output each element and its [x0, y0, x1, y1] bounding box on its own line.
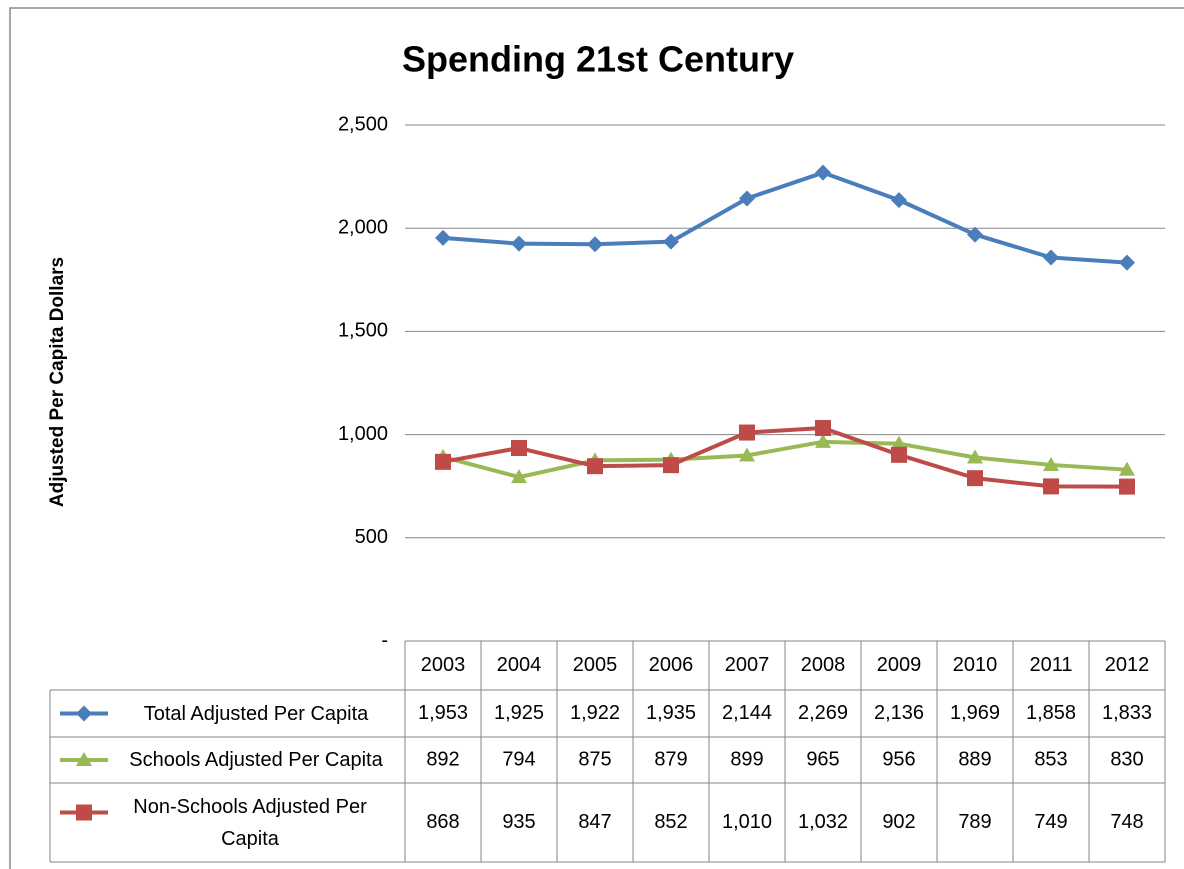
- series-line: [442, 439, 1128, 480]
- x-tick-label: 2003: [421, 654, 466, 676]
- data-label: 899: [730, 748, 763, 770]
- data-label: 875: [578, 748, 611, 770]
- data-label: 1,010: [722, 811, 772, 833]
- data-label: 1,969: [950, 702, 1000, 724]
- data-point: [587, 236, 603, 253]
- data-point: [891, 435, 907, 450]
- data-point: [587, 458, 603, 475]
- x-tick-label: 2008: [801, 654, 846, 676]
- data-label: 1,925: [494, 702, 544, 724]
- data-point: [511, 469, 527, 484]
- x-tick-label: 2009: [877, 654, 922, 676]
- chart-border: [9, 7, 1184, 869]
- y-tick-label: 2,000: [338, 216, 388, 238]
- data-label: 889: [958, 748, 991, 770]
- data-point: [663, 457, 679, 474]
- data-point: [967, 470, 983, 487]
- y-axis-label: Adjusted Per Capita Dollars: [47, 257, 68, 507]
- x-tick-label: 2006: [649, 654, 694, 676]
- y-tick-label: 500: [355, 526, 388, 548]
- data-point: [815, 164, 831, 181]
- chart-title: Spending 21st Century: [402, 39, 794, 80]
- data-point: [1119, 461, 1135, 476]
- data-point: [435, 453, 451, 470]
- data-label: 2,269: [798, 702, 848, 724]
- data-label: 2,136: [874, 702, 924, 724]
- legend-label: Non-Schools Adjusted Per Capita: [133, 795, 367, 850]
- data-label: 892: [426, 748, 459, 770]
- y-tick-label: 1,000: [338, 423, 388, 445]
- data-label: 879: [654, 748, 687, 770]
- data-point: [1119, 254, 1135, 271]
- data-point: [891, 192, 907, 209]
- data-point: [739, 447, 755, 462]
- legend-label: Total Adjusted Per Capita: [143, 702, 369, 725]
- data-label: 749: [1034, 811, 1067, 833]
- data-point: [1043, 478, 1059, 495]
- data-point: [967, 449, 983, 464]
- series-line: [442, 425, 1128, 489]
- data-label: 935: [502, 811, 535, 833]
- data-point: [663, 233, 679, 250]
- data-label: 965: [806, 748, 839, 770]
- data-label: 868: [426, 811, 459, 833]
- data-label: 1,922: [570, 702, 620, 724]
- data-point: [891, 446, 907, 463]
- data-label: 853: [1034, 748, 1067, 770]
- data-point: [739, 424, 755, 441]
- x-tick-label: 2012: [1105, 654, 1150, 676]
- data-label: 852: [654, 811, 687, 833]
- data-label: 902: [882, 811, 915, 833]
- legend-label: Schools Adjusted Per Capita: [129, 749, 383, 771]
- legend-key-marker: [76, 752, 92, 766]
- data-label: 794: [502, 748, 535, 770]
- data-point: [511, 235, 527, 252]
- y-tick-label: -: [381, 629, 388, 651]
- x-tick-label: 2007: [725, 654, 770, 676]
- data-label: 1,953: [418, 702, 468, 724]
- data-label: 1,858: [1026, 702, 1076, 724]
- x-tick-label: 2005: [573, 654, 618, 676]
- data-label: 847: [578, 811, 611, 833]
- data-label: 748: [1110, 811, 1143, 833]
- data-label: 1,833: [1102, 702, 1152, 724]
- data-point: [967, 226, 983, 243]
- series-line: [442, 170, 1128, 265]
- data-point: [815, 419, 831, 436]
- data-point: [1043, 249, 1059, 266]
- x-tick-label: 2011: [1029, 654, 1072, 676]
- data-label: 830: [1110, 748, 1143, 770]
- x-tick-label: 2004: [497, 654, 542, 676]
- data-label: 2,144: [722, 702, 772, 724]
- y-tick-label: 2,500: [338, 113, 388, 135]
- data-point: [815, 433, 831, 448]
- data-point: [739, 190, 755, 207]
- data-label: 789: [958, 811, 991, 833]
- data-label: 1,935: [646, 702, 696, 724]
- data-point: [1043, 456, 1059, 471]
- x-tick-label: 2010: [953, 654, 998, 676]
- data-point: [1119, 478, 1135, 495]
- legend-key-marker: [76, 705, 92, 722]
- legend-key-marker: [76, 804, 92, 821]
- data-label: 956: [882, 748, 915, 770]
- y-tick-label: 1,500: [338, 320, 388, 342]
- data-point: [511, 440, 527, 457]
- data-point: [435, 229, 451, 246]
- data-label: 1,032: [798, 811, 848, 833]
